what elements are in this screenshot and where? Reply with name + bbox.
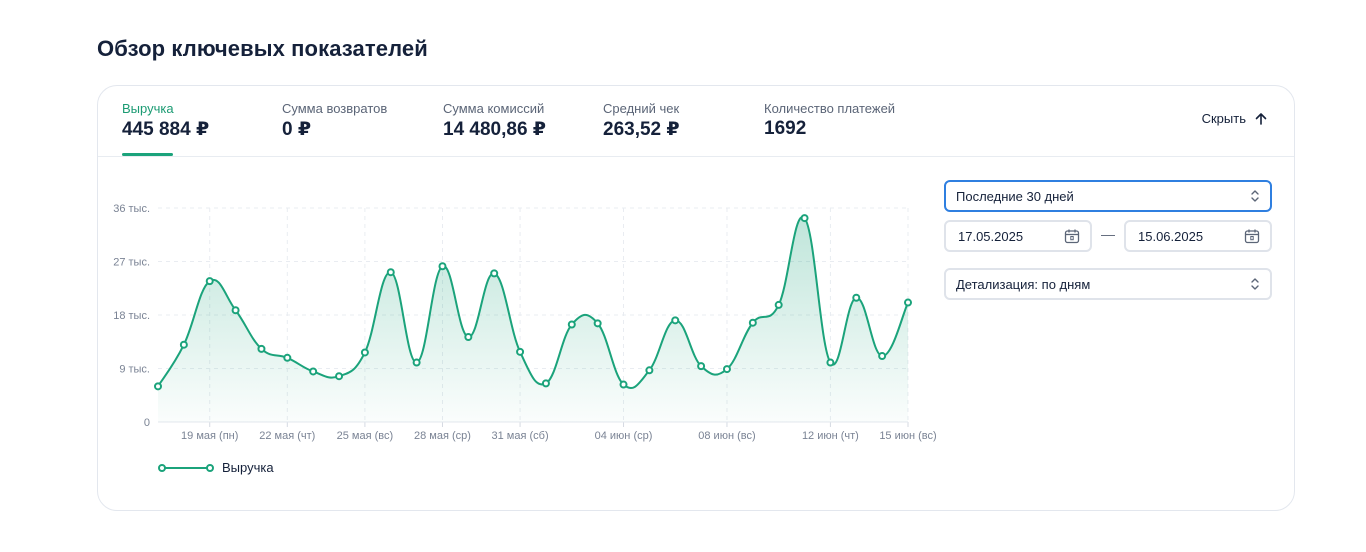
series-area-revenue (158, 216, 908, 422)
detail-select-value: Детализация: по дням (956, 276, 1091, 292)
tab-payments-count[interactable]: Количество платежей 1692 (764, 101, 895, 140)
revenue-chart: 0 9 тыс. 18 тыс. 27 тыс. 36 тыс. 19 мая (пн) 2… (113, 203, 936, 442)
tab-label: Сумма комиссий (443, 101, 545, 116)
data-point (231, 306, 240, 315)
page-title: Обзор ключевых показателей (97, 36, 428, 61)
data-point (412, 358, 421, 367)
data-point (619, 380, 628, 389)
updown-chevron-icon (1251, 190, 1259, 202)
data-point (386, 268, 395, 277)
tab-average-check[interactable]: Средний чек 263,52 ₽ (603, 101, 680, 141)
y-tick-label: 9 тыс. (119, 364, 150, 376)
data-point (490, 269, 499, 278)
data-point (800, 214, 809, 223)
tab-value: 263,52 ₽ (603, 119, 680, 140)
data-point (179, 340, 188, 349)
x-tick-label: 04 июн (ср) (595, 430, 653, 442)
tab-label: Средний чек (603, 101, 680, 116)
data-point (516, 347, 525, 356)
data-point (593, 319, 602, 328)
data-point (748, 318, 757, 327)
x-tick-label: 25 мая (вс) (337, 430, 394, 442)
data-point (567, 320, 576, 329)
x-tick-label: 08 июн (вс) (698, 430, 755, 442)
arrow-up-icon (1255, 112, 1267, 125)
data-point (360, 348, 369, 357)
y-tick-label: 18 тыс. (113, 310, 150, 322)
tab-revenue[interactable]: Выручка 445 884 ₽ (122, 101, 209, 141)
data-point (645, 366, 654, 375)
data-point (335, 372, 344, 381)
x-tick-label: 28 мая (ср) (414, 430, 471, 442)
period-select-value: Последние 30 дней (956, 188, 1074, 204)
chart-legend[interactable]: Выручка (158, 460, 274, 475)
legend-label: Выручка (222, 460, 274, 475)
data-point (826, 358, 835, 367)
data-point (283, 353, 292, 362)
data-point (671, 316, 680, 325)
y-tick-label: 27 тыс. (113, 257, 150, 269)
kpi-card: Выручка 445 884 ₽ Сумма возвратов 0 ₽ Су… (97, 85, 1295, 511)
calendar-icon (1244, 229, 1260, 244)
tab-label: Сумма возвратов (282, 101, 388, 116)
data-point (852, 293, 861, 302)
x-tick-label: 15 июн (вс) (879, 430, 936, 442)
data-point (878, 352, 887, 361)
series-line-revenue (157, 216, 909, 390)
metric-tabs: Выручка 445 884 ₽ Сумма возвратов 0 ₽ Су… (98, 86, 1294, 157)
updown-chevron-icon (1251, 278, 1259, 290)
tab-value: 14 480,86 ₽ (443, 119, 547, 140)
x-tick-label: 22 мая (чт) (259, 430, 315, 442)
date-range-separator: — (1101, 226, 1115, 242)
tab-value: 445 884 ₽ (122, 119, 210, 140)
tab-label: Количество платежей (764, 101, 896, 116)
detail-select[interactable]: Детализация: по дням (944, 268, 1272, 300)
data-point (309, 367, 318, 376)
x-tick-label: 31 мая (сб) (492, 430, 549, 442)
data-point (697, 362, 706, 371)
data-point (541, 379, 550, 388)
tab-value: 0 ₽ (282, 119, 312, 140)
data-point (257, 344, 266, 353)
period-select[interactable]: Последние 30 дней (944, 180, 1272, 212)
date-from-input[interactable]: 17.05.2025 (944, 220, 1092, 252)
date-to-value: 15.06.2025 (1138, 228, 1204, 244)
tab-commissions[interactable]: Сумма комиссий 14 480,86 ₽ (443, 101, 546, 141)
y-tick-label: 0 (144, 417, 150, 429)
data-point (438, 262, 447, 271)
calendar-icon (1064, 229, 1080, 244)
x-tick-label: 12 июн (чт) (802, 430, 859, 442)
tab-label: Выручка (122, 101, 174, 116)
data-point (774, 300, 783, 309)
legend-line-marker (158, 463, 214, 472)
data-point (154, 382, 162, 391)
tab-value: 1692 (764, 118, 807, 139)
date-from-value: 17.05.2025 (958, 228, 1024, 244)
y-tick-label: 36 тыс. (113, 203, 150, 215)
hide-button[interactable]: Скрыть (1202, 111, 1268, 126)
data-point (722, 365, 731, 374)
x-tick-label: 19 мая (пн) (181, 430, 238, 442)
data-point (904, 298, 912, 307)
active-tab-indicator (122, 153, 173, 156)
data-point (464, 332, 473, 341)
date-to-input[interactable]: 15.06.2025 (1124, 220, 1272, 252)
hide-button-label: Скрыть (1201, 111, 1246, 126)
tab-refunds[interactable]: Сумма возвратов 0 ₽ (282, 101, 387, 141)
data-point (205, 277, 214, 286)
